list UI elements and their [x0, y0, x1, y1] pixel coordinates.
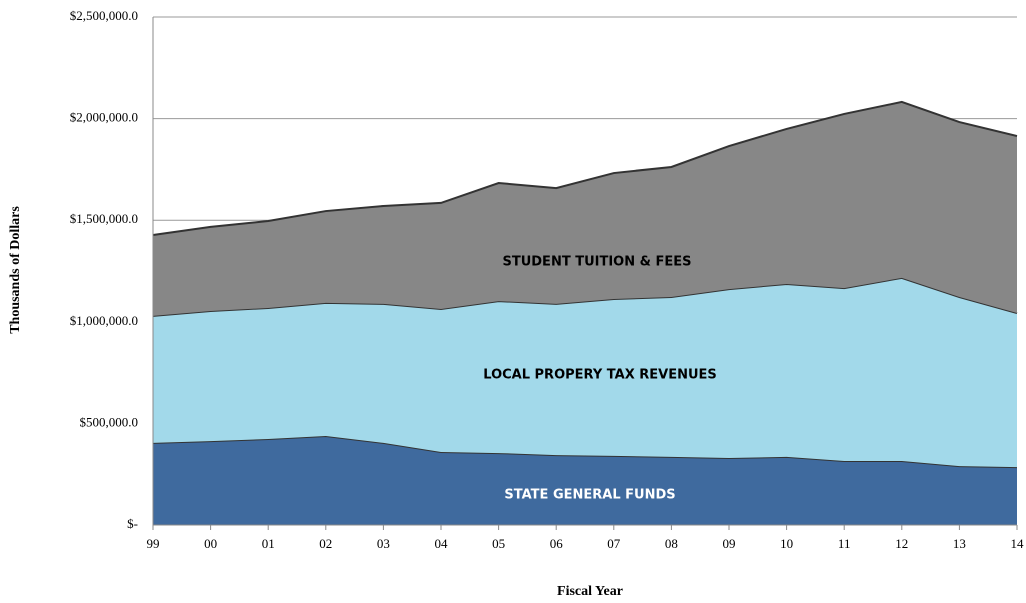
y-tick-label: $1,500,000.0: [70, 211, 138, 226]
x-tick-label: 00: [204, 536, 217, 551]
y-tick-label: $2,000,000.0: [70, 110, 138, 125]
y-tick-label: $500,000.0: [80, 414, 139, 429]
y-tick-label: $1,000,000.0: [70, 313, 138, 328]
area-label: STUDENT TUITION & FEES: [502, 255, 691, 270]
x-tick-label: 01: [262, 536, 275, 551]
x-axis-title: Fiscal Year: [557, 584, 623, 599]
x-tick-label: 13: [953, 536, 966, 551]
area: [153, 101, 1017, 316]
y-axis-title: Thousands of Dollars: [8, 206, 23, 334]
y-tick-label: $-: [127, 516, 138, 531]
y-tick-label: $2,500,000.0: [70, 8, 138, 23]
area: [153, 277, 1017, 468]
x-tick-label: 10: [780, 536, 793, 551]
x-tick-label: 12: [895, 536, 908, 551]
x-tick-label: 08: [665, 536, 678, 551]
area-label: LOCAL PROPERY TAX REVENUES: [483, 368, 717, 383]
x-tick-label: 14: [1011, 536, 1025, 551]
area-label: STATE GENERAL FUNDS: [504, 488, 675, 503]
x-tick-label: 06: [550, 536, 564, 551]
x-tick-label: 99: [147, 536, 160, 551]
x-tick-label: 02: [319, 536, 332, 551]
x-tick-label: 04: [435, 536, 449, 551]
x-tick-label: 09: [723, 536, 736, 551]
x-tick-label: 03: [377, 536, 390, 551]
x-tick-label: 05: [492, 536, 505, 551]
area-edge: [152, 100, 1018, 237]
x-tick-label: 07: [607, 536, 621, 551]
x-tick-label: 11: [838, 536, 851, 551]
